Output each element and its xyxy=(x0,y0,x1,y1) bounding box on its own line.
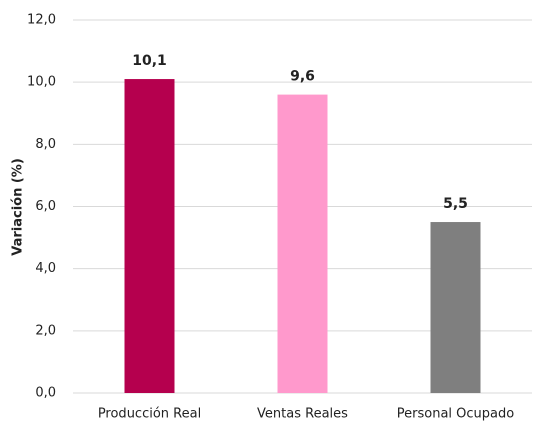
x-tick-label: Personal Ocupado xyxy=(397,407,514,422)
y-tick-label: 10,0 xyxy=(27,75,56,90)
x-tick-label: Producción Real xyxy=(98,407,201,422)
y-tick-label: 0,0 xyxy=(35,386,56,401)
y-tick-label: 6,0 xyxy=(35,199,56,214)
y-axis-label: Variación (%) xyxy=(11,158,26,256)
y-tick-label: 8,0 xyxy=(35,137,56,152)
value-label: 5,5 xyxy=(443,196,468,212)
bar xyxy=(277,94,328,393)
x-tick-label: Ventas Reales xyxy=(257,407,348,422)
y-tick-label: 12,0 xyxy=(27,13,56,28)
y-tick-label: 2,0 xyxy=(35,323,56,338)
value-label: 9,6 xyxy=(290,69,315,85)
bar xyxy=(430,222,481,393)
bar xyxy=(124,79,175,393)
y-tick-label: 4,0 xyxy=(35,261,56,276)
value-label: 10,1 xyxy=(132,53,167,69)
